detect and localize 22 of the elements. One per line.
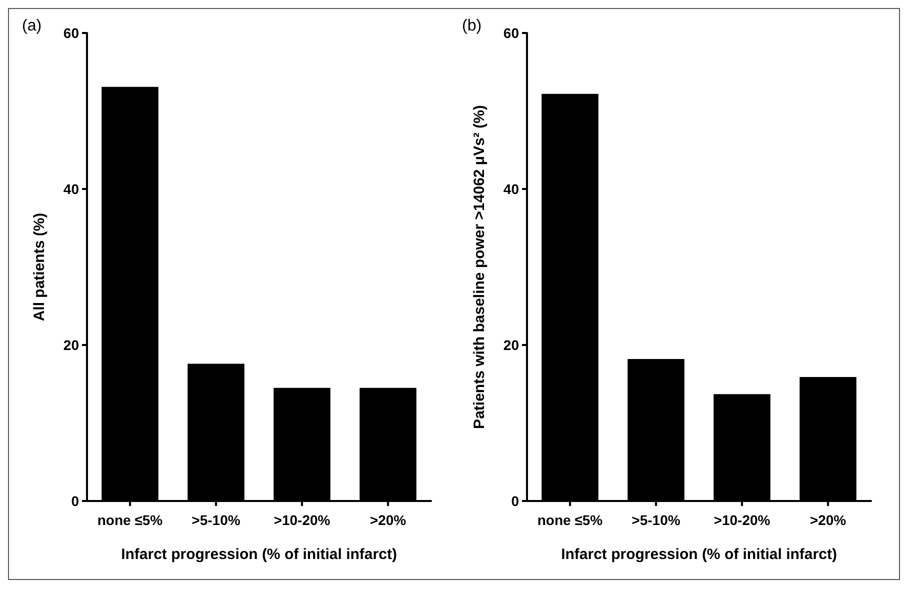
y-tick-label: 60 [63, 25, 80, 41]
y-axis-title: Patients with baseline power >14062 μVs² (%) [471, 105, 488, 429]
x-tick-label: >10-20% [714, 512, 771, 528]
x-tick-label: >20% [810, 512, 847, 528]
x-tick-label: >5-10% [192, 512, 241, 528]
x-axis-title: Infarct progression (% of initial infarct) [561, 546, 837, 563]
chart-title: (b) [462, 18, 482, 34]
y-tick-label: 40 [503, 181, 520, 197]
chart-title: (a) [22, 18, 42, 34]
x-tick-label: >20% [370, 512, 407, 528]
x-axis-title: Infarct progression (% of initial infarct) [121, 546, 397, 563]
y-tick-label: 20 [503, 337, 520, 353]
y-tick-label: 0 [71, 493, 80, 509]
x-tick-label: >10-20% [274, 512, 331, 528]
y-tick-label: 20 [63, 337, 80, 353]
y-axis-title: All patients (%) [31, 212, 48, 322]
y-tick-label: 0 [511, 493, 520, 509]
y-tick-label: 60 [503, 25, 520, 41]
x-tick-label: none ≤5% [97, 512, 164, 528]
x-tick-label: >5-10% [632, 512, 681, 528]
y-tick-label: 40 [63, 181, 80, 197]
x-tick-label: none ≤5% [537, 512, 604, 528]
